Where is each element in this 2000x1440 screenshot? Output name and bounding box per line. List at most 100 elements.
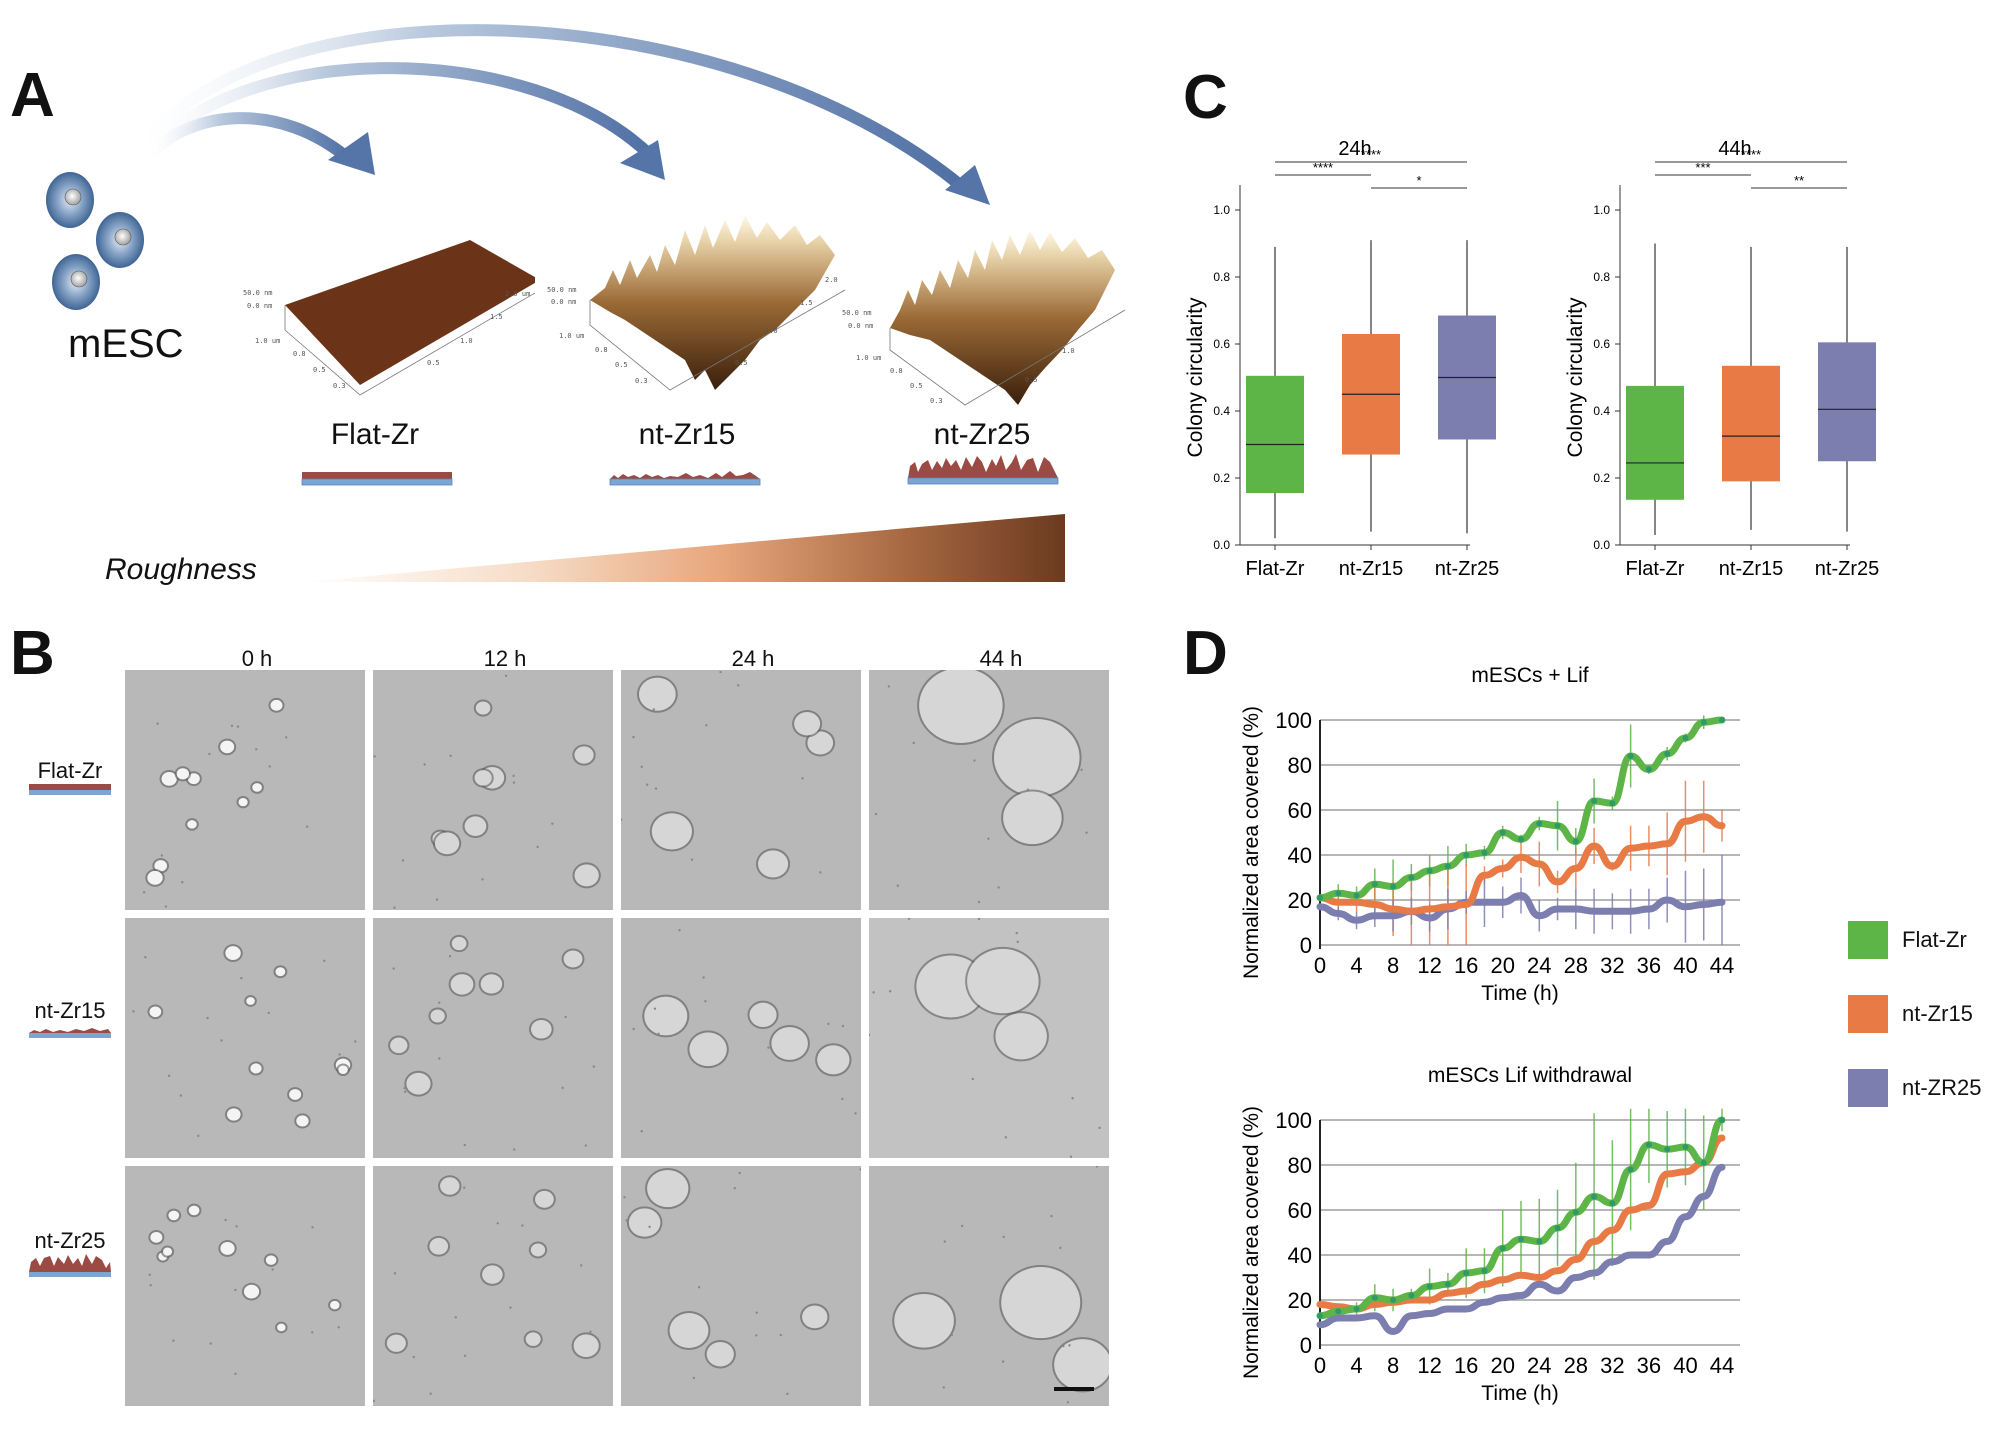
data-point-nt-Zr15 (1317, 1301, 1323, 1308)
cell (817, 1045, 850, 1075)
arrowhead-nt-zr25 (945, 165, 990, 205)
data-point-nt-Zr15 (1518, 1272, 1524, 1279)
cell (749, 1002, 777, 1028)
substrate-schematic-nt-zr15 (609, 471, 761, 486)
data-point-nt-Zr15 (1353, 899, 1360, 906)
afm-y-tick: 0.3 (930, 397, 943, 405)
substrate-schematic-flat (301, 472, 453, 486)
afm-z-max: 50.0 nm (842, 309, 872, 317)
debris (887, 685, 891, 688)
y-tick-label: 0.4 (1593, 404, 1610, 418)
data-point-nt-ZR25 (1499, 899, 1506, 906)
data-point-Flat-Zr (1536, 1238, 1543, 1245)
debris (1066, 1401, 1070, 1404)
cell (706, 1341, 734, 1367)
debris (164, 905, 168, 908)
data-point-nt-ZR25 (1426, 1310, 1433, 1317)
debris (504, 674, 508, 677)
cell (187, 820, 197, 829)
data-point-nt-ZR25 (1664, 897, 1671, 903)
debris (463, 1186, 466, 1189)
data-point-nt-Zr15 (1591, 1238, 1598, 1245)
legend-swatch (1848, 1069, 1888, 1107)
debris (144, 955, 147, 959)
significance-label: * (1416, 173, 1421, 188)
data-point-nt-ZR25 (1317, 1321, 1323, 1328)
significance-label: *** (1695, 160, 1710, 175)
cell (480, 974, 503, 994)
debris (705, 724, 708, 727)
data-point-nt-ZR25 (1572, 906, 1579, 912)
y-tick-label: 1.0 (1213, 203, 1230, 217)
debris (888, 990, 892, 993)
data-point-Flat-Zr (1591, 798, 1598, 804)
debris (149, 1283, 152, 1287)
x-tick-label: nt-Zr25 (1815, 558, 1879, 580)
debris (950, 1333, 954, 1337)
x-tick-label: 4 (1350, 1353, 1362, 1378)
afm-z-min: 0.0 nm (551, 298, 576, 306)
debris (209, 1342, 212, 1345)
debris (767, 1046, 770, 1049)
debris (172, 1339, 175, 1342)
debris (255, 748, 258, 751)
debris (208, 752, 211, 756)
debris (235, 1225, 238, 1228)
data-point-nt-ZR25 (1536, 912, 1543, 919)
debris (971, 1077, 974, 1081)
debris (536, 845, 539, 849)
afm-x-tick: 2.0 um (505, 290, 530, 298)
afm-x-tick: 1.0 (765, 327, 778, 335)
cell (277, 1323, 286, 1332)
data-point-Flat-Zr (1518, 836, 1524, 843)
debris (738, 1171, 741, 1175)
data-point-Flat-Zr (1408, 874, 1415, 881)
cell (474, 770, 492, 786)
y-tick-label: 0.4 (1213, 404, 1230, 418)
debris (311, 1331, 314, 1334)
debris (994, 769, 997, 773)
debris (268, 765, 271, 768)
afm-x-tick: 0.5 (427, 359, 440, 367)
cell (530, 1019, 552, 1039)
legend-label: nt-ZR25 (1902, 1075, 1982, 1100)
data-point-nt-ZR25 (1591, 908, 1598, 915)
data-point-nt-Zr15 (1499, 865, 1506, 872)
cell (243, 1284, 260, 1299)
afm-x-tick: 2.0 (825, 276, 838, 284)
y-tick-label: 20 (1288, 888, 1312, 913)
debris (267, 1011, 271, 1015)
data-point-nt-Zr15 (1371, 901, 1378, 908)
arrowhead-nt-zr15 (620, 140, 665, 180)
debris (230, 724, 234, 728)
cell (440, 1177, 460, 1195)
data-point-nt-ZR25 (1664, 1238, 1671, 1245)
micrograph-nt-Zr25-44h (869, 1166, 1109, 1406)
debris (338, 1053, 341, 1056)
debris (632, 735, 635, 739)
debris (621, 818, 623, 821)
debris (653, 1007, 657, 1010)
data-point-Flat-Zr (1627, 1166, 1634, 1173)
cell (220, 1242, 235, 1255)
debris (156, 722, 159, 725)
debris (704, 1000, 707, 1003)
debris (1062, 1344, 1065, 1348)
data-point-Flat-Zr (1463, 852, 1470, 858)
x-tick-label: 44 (1710, 953, 1734, 978)
cell (154, 860, 168, 872)
cell (289, 1089, 302, 1100)
micrograph-nt-Zr25-12h (373, 1166, 613, 1406)
debris (403, 1090, 407, 1093)
data-point-nt-Zr15 (1371, 1301, 1378, 1308)
cell (430, 1009, 445, 1023)
cell (188, 1205, 200, 1216)
x-tick-label: 20 (1490, 1353, 1514, 1378)
cell (296, 1115, 309, 1127)
legend-item-flat-zr: Flat-Zr (1848, 921, 1981, 959)
data-point-Flat-Zr (1700, 1159, 1707, 1166)
debris (512, 774, 515, 778)
y-tick-label: 60 (1288, 798, 1312, 823)
debris (1001, 1360, 1005, 1363)
y-tick-label: 0.2 (1593, 471, 1610, 485)
